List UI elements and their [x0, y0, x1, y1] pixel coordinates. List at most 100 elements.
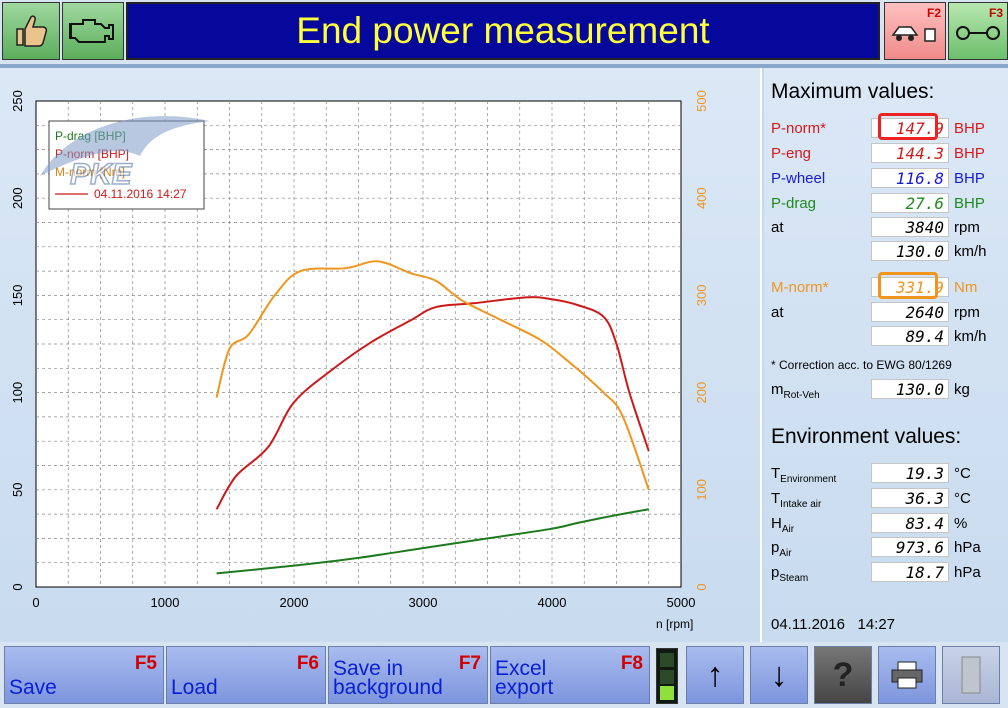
x-tick-label: 2000	[280, 595, 309, 610]
p-wheel-label: P-wheel	[771, 170, 826, 187]
y-right-tick-label: 200	[694, 382, 709, 404]
thumbs-up-icon	[16, 15, 48, 47]
t-intake-unit: °C	[954, 490, 971, 507]
p-norm-row: P-norm* 147.9 BHP	[771, 118, 1007, 140]
m-norm-unit: Nm	[954, 279, 978, 296]
m-norm-line	[215, 260, 650, 491]
save-button[interactable]: F5 Save	[4, 646, 164, 704]
at2-rpm-value: 2640	[871, 302, 949, 322]
thumbs-up-button[interactable]	[2, 2, 60, 60]
door-icon	[961, 656, 981, 694]
h-air-label: HAir	[771, 515, 795, 535]
p-air-label: pAir	[771, 539, 792, 559]
x-tick-label: 4000	[538, 595, 567, 610]
p-steam-row: pSteam 18.7 hPa	[771, 562, 1007, 584]
values-panel: Maximum values: P-norm* 147.9 BHP P-eng …	[764, 68, 1008, 642]
printer-icon	[891, 661, 923, 689]
p-steam-unit: hPa	[954, 564, 981, 581]
m-rot-value: 130.0	[871, 379, 949, 399]
at1-rpm-value: 3840	[871, 217, 949, 237]
f2-vehicle-button[interactable]: F2	[884, 2, 946, 60]
top-bar: End power measurement F2 F3	[0, 0, 1008, 64]
t-intake-label: TIntake air	[771, 490, 822, 510]
pke-logo: PKE	[40, 116, 210, 192]
function-key-bar: F5 Save F6 Load F7 Save in background F8 …	[0, 642, 1008, 708]
at1-rpm-row: at 3840 rpm	[771, 217, 1007, 239]
axle-icon	[956, 26, 1000, 40]
legend-date: 04.11.2016 14:27	[94, 187, 187, 201]
at1-kmh-unit: km/h	[954, 243, 987, 260]
legend-m-norm: M-norm [Nm]	[55, 165, 125, 179]
p-norm-value: 147.9	[871, 118, 949, 138]
f3-key-label: F3	[988, 6, 1003, 20]
p-air-row: pAir 973.6 hPa	[771, 537, 1007, 559]
tow-vehicle-icon	[891, 26, 936, 42]
at1-label: at	[771, 219, 784, 236]
h-air-row: HAir 83.4 %	[771, 513, 1007, 535]
chart-panel: 0 1000 2000 3000 4000 5000 0 50 100 150 200 250 0 100…	[0, 68, 762, 642]
save-label: Save	[9, 676, 57, 699]
environment-title: Environment values:	[771, 425, 962, 448]
p-steam-label: pSteam	[771, 564, 809, 584]
at2-label: at	[771, 304, 784, 321]
t-env-label: TEnvironment	[771, 465, 837, 485]
measurement-time: 14:27	[857, 616, 896, 633]
at1-kmh-row: 130.0 km/h	[771, 241, 1007, 263]
p-eng-unit: BHP	[954, 145, 985, 162]
excel-export-key: F8	[620, 653, 643, 674]
exit-button[interactable]	[942, 646, 1000, 704]
y-left-tick-label: 150	[10, 285, 25, 307]
p-norm-unit: BHP	[954, 120, 985, 137]
t-env-row: TEnvironment 19.3 °C	[771, 463, 1007, 485]
engine-button[interactable]	[62, 2, 124, 60]
excel-export-label: Excel export	[495, 657, 554, 699]
excel-export-button[interactable]: F8 Excel export	[490, 646, 650, 704]
at2-rpm-unit: rpm	[954, 304, 980, 321]
measurement-timestamp: 04.11.2016 14:27	[771, 616, 895, 633]
arrow-down-button[interactable]: ↓	[750, 646, 808, 704]
y-right-tick-label: 100	[694, 479, 709, 501]
f2-key-label: F2	[926, 6, 941, 20]
m-norm-value: 331.9	[871, 277, 949, 297]
arrow-up-button[interactable]: ↑	[686, 646, 744, 704]
p-drag-value: 27.6	[871, 193, 949, 213]
p-wheel-row: P-wheel 116.8 BHP	[771, 168, 1007, 190]
at1-rpm-unit: rpm	[954, 219, 980, 236]
print-button[interactable]	[878, 646, 936, 704]
arrow-down-icon: ↓	[770, 655, 788, 694]
t-intake-value: 36.3	[871, 488, 949, 508]
p-drag-unit: BHP	[954, 195, 985, 212]
load-button[interactable]: F6 Load	[166, 646, 326, 704]
p-drag-row: P-drag 27.6 BHP	[771, 193, 1007, 215]
at2-kmh-value: 89.4	[871, 326, 949, 346]
y-right-tick-label: 500	[694, 90, 709, 112]
save-background-button[interactable]: F7 Save in background	[328, 646, 488, 704]
arrow-up-icon: ↑	[706, 655, 724, 694]
p-eng-label: P-eng	[771, 145, 812, 162]
m-norm-highlight	[878, 272, 938, 299]
t-env-unit: °C	[954, 465, 971, 482]
page-title: End power measurement	[126, 2, 880, 60]
chart-ticks: 0 1000 2000 3000 4000 5000 0 50 100 150 200 250 0 100…	[10, 90, 709, 610]
m-norm-row: M-norm* 331.9 Nm	[771, 277, 1007, 299]
measurement-date: 04.11.2016	[771, 616, 845, 633]
help-icon: ?	[832, 655, 854, 694]
p-drag-label: P-drag	[771, 195, 817, 212]
max-values-title: Maximum values:	[771, 80, 935, 103]
h-air-value: 83.4	[871, 513, 949, 533]
save-background-key: F7	[458, 653, 481, 674]
load-key: F6	[296, 653, 319, 674]
logo-text: PKE	[70, 158, 133, 191]
correction-note: * Correction acc. to EWG 80/1269	[771, 358, 952, 372]
chart-series	[215, 260, 650, 575]
p-eng-row: P-eng 144.3 BHP	[771, 143, 1007, 165]
p-air-value: 973.6	[871, 537, 949, 557]
p-wheel-unit: BHP	[954, 170, 985, 187]
y-right-tick-label: 400	[694, 187, 709, 209]
x-tick-label: 3000	[409, 595, 438, 610]
m-rot-label: mRot-Veh	[771, 381, 820, 401]
help-button[interactable]: ?	[814, 646, 872, 704]
m-rot-row: mRot-Veh 130.0 kg	[771, 379, 1007, 401]
p-eng-value: 144.3	[871, 143, 949, 163]
f3-axle-button[interactable]: F3	[948, 2, 1008, 60]
